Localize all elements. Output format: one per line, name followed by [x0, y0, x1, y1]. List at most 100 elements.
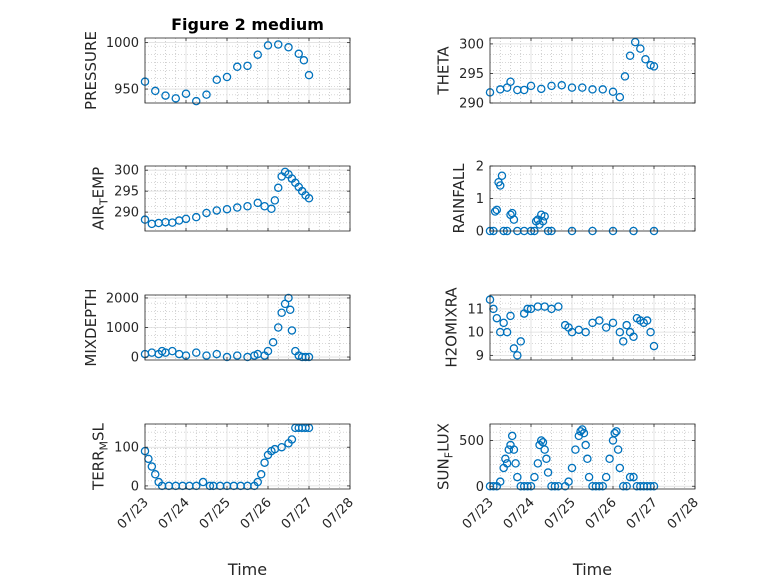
- data-point: [543, 468, 553, 477]
- y-tick-label: 500: [459, 434, 484, 449]
- data-point: [499, 318, 508, 328]
- y-axis-label: MIXDEPTH: [82, 288, 100, 366]
- data-point: [253, 50, 262, 59]
- data-point: [619, 337, 628, 346]
- data-point: [615, 92, 625, 102]
- data-point: [625, 472, 635, 482]
- grid: [144, 295, 351, 360]
- data-point: [507, 431, 517, 441]
- data-point: [502, 327, 512, 337]
- x-tick-label: 07/23: [460, 495, 497, 532]
- data-point: [619, 482, 628, 491]
- data-point: [191, 481, 201, 491]
- y-tick-label: 10: [467, 326, 484, 341]
- grid: [144, 166, 351, 231]
- data-point: [516, 337, 526, 346]
- data-point: [601, 472, 611, 482]
- axes-box: [144, 37, 351, 104]
- data-point: [615, 327, 625, 337]
- data-point: [554, 302, 563, 311]
- data-point: [284, 43, 293, 52]
- y-tick-label: 0: [476, 480, 484, 495]
- data-point: [649, 482, 659, 491]
- data-point: [581, 440, 590, 450]
- data-point: [649, 62, 659, 71]
- subplot-5: 0 1000 2000 MIXDEPTH: [82, 288, 351, 367]
- data-point: [622, 482, 631, 491]
- data-point: [267, 204, 276, 214]
- data-point: [578, 83, 587, 92]
- data-point: [212, 75, 221, 85]
- data-point: [490, 207, 500, 216]
- x-tick-label: 07/28: [665, 495, 702, 532]
- data-point: [198, 477, 208, 487]
- data-point: [181, 89, 191, 98]
- data-point: [497, 171, 507, 180]
- y-tick-label: 295: [459, 67, 484, 82]
- series-markers: [140, 167, 314, 229]
- data-point: [212, 206, 221, 215]
- data-point: [191, 96, 201, 106]
- y-tick-label: 2: [476, 160, 484, 175]
- data-point: [495, 477, 505, 486]
- x-tick-label: 07/25: [542, 495, 579, 532]
- data-point: [509, 445, 519, 454]
- subplot-2: 290 295 300 THETA: [435, 37, 696, 112]
- data-point: [202, 351, 211, 360]
- x-tick-label: 07/27: [279, 495, 316, 532]
- y-axis-label: THETA: [435, 46, 453, 96]
- data-point: [598, 482, 608, 491]
- y-tick-label: 290: [114, 206, 139, 221]
- y-tick-label: 11: [467, 302, 484, 317]
- x-tick-label: 07/24: [156, 495, 193, 532]
- data-point: [277, 442, 286, 452]
- y-axis-label: TERRMSL: [90, 422, 111, 491]
- data-point: [523, 304, 532, 314]
- x-tick-label: 07/23: [115, 495, 152, 532]
- series-markers: [140, 40, 314, 106]
- data-point: [222, 72, 232, 82]
- y-axis-label: SUNFLUX: [435, 423, 456, 490]
- x-tick-label: 07/27: [624, 495, 661, 532]
- y-axis-label: AIRTEMP: [90, 167, 111, 230]
- data-point: [537, 84, 546, 94]
- data-point: [613, 445, 623, 454]
- y-tick-label: 950: [114, 83, 139, 98]
- data-point: [608, 87, 618, 97]
- data-point: [181, 214, 191, 224]
- data-point: [550, 482, 560, 491]
- data-point: [304, 194, 314, 203]
- data-point: [171, 94, 180, 103]
- data-point: [511, 459, 520, 468]
- data-point: [501, 454, 510, 464]
- data-point: [284, 293, 293, 303]
- data-point: [502, 459, 512, 468]
- data-point: [571, 445, 580, 454]
- data-point: [150, 86, 160, 96]
- data-point: [304, 70, 314, 80]
- data-point: [533, 459, 543, 468]
- subplot-1: 950 1000 PRESSURE Figure 2 medium: [82, 15, 351, 110]
- y-axis-label: H2OMIXRA: [442, 287, 460, 368]
- axes-box: [144, 165, 351, 232]
- data-point: [537, 436, 546, 445]
- data-point: [620, 72, 630, 81]
- data-point: [612, 427, 621, 436]
- data-point: [202, 90, 211, 99]
- data-point: [253, 198, 262, 208]
- y-tick-label: 1000: [106, 321, 139, 336]
- data-point: [579, 428, 589, 438]
- data-point: [506, 311, 515, 321]
- y-tick-label: 2000: [106, 291, 139, 306]
- x-tick-label: 07/26: [583, 495, 620, 532]
- data-point: [506, 77, 515, 86]
- data-point: [526, 482, 536, 491]
- data-point: [212, 349, 221, 359]
- series-markers: [140, 293, 314, 362]
- data-point: [513, 472, 522, 482]
- data-point: [232, 203, 242, 212]
- data-point: [232, 351, 242, 360]
- data-point: [304, 352, 314, 362]
- subplot-8: 07/23 07/24 07/25 07/26 07/27 07/28 0 500SUNFLU…: [435, 423, 702, 579]
